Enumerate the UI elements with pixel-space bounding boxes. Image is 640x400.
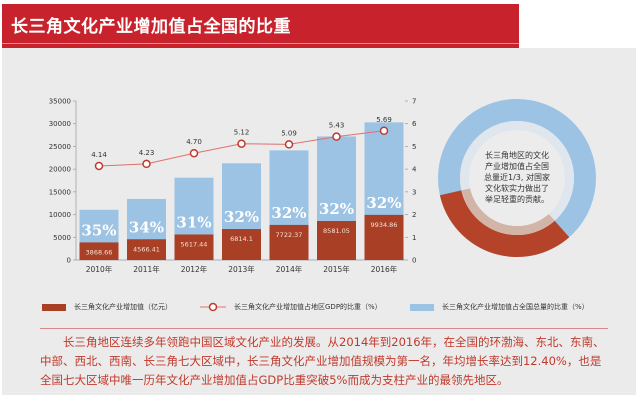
description-paragraph: 长三角地区连续多年领跑中国区域文化产业的发展。从2014年到2016年，在全国的… — [40, 335, 605, 387]
donut-center — [469, 130, 565, 226]
legend-item-gdp: 长三角文化产业增加值占地区GDP的比重（%） — [200, 302, 382, 312]
value-label: 9934.86 — [371, 221, 398, 229]
legend-swatch-red — [42, 303, 66, 311]
left-tick-label: 30000 — [49, 120, 71, 128]
gdp-share-point — [332, 132, 341, 141]
right-tick-label: 1 — [412, 234, 416, 242]
legend-label: 长三角文化产业增加值占地区GDP的比重（%） — [234, 303, 382, 311]
value-label: 5617.44 — [181, 240, 208, 248]
gdp-share-label: 5.43 — [329, 122, 345, 130]
gdp-share-point — [237, 139, 246, 148]
value-bar — [317, 221, 356, 260]
right-tick-label: 0 — [412, 257, 416, 265]
legend-label: 长三角文化产业增加值占全国总量的比重（%） — [442, 303, 589, 311]
x-tick-label: 2013年 — [228, 264, 255, 274]
donut-region-segment — [439, 190, 570, 257]
gdp-share-point — [142, 159, 151, 169]
right-tick-label: 3 — [412, 188, 416, 196]
x-tick-label: 2015年 — [323, 264, 350, 274]
divider — [40, 328, 608, 329]
left-tick-label: 20000 — [49, 166, 71, 174]
x-tick-label: 2012年 — [181, 264, 208, 274]
value-bar — [79, 242, 119, 260]
right-tick-label: 4 — [412, 166, 417, 174]
right-tick-label: 5 — [412, 143, 416, 151]
right-tick-label: 6 — [412, 120, 417, 128]
gdp-share-label: 5.09 — [281, 129, 297, 137]
page-title: 长三角文化产业增加值占全国的比重 — [11, 17, 291, 37]
gdp-share-label: 4.70 — [186, 138, 202, 146]
gdp-share-point — [379, 126, 389, 136]
share-label: 34% — [129, 218, 164, 236]
x-tick-label: 2016年 — [371, 264, 398, 274]
gdp-share-label: 5.12 — [234, 129, 250, 137]
value-label: 3868.66 — [86, 248, 113, 256]
donut-text-line: 举足轻重的贡献。 — [485, 194, 549, 204]
legend-swatch-blue — [410, 303, 434, 311]
legend-item-national: 长三角文化产业增加值占全国总量的比重（%） — [410, 302, 589, 312]
donut-text-line: 总量近1/3, 对国家 — [484, 172, 550, 182]
gdp-share-point — [284, 140, 294, 149]
value-label: 8581.05 — [323, 227, 350, 235]
donut-text-line: 产业增加值占全国 — [485, 161, 549, 171]
donut-text-line: 文化软实力做出了 — [485, 183, 549, 193]
value-bar — [222, 229, 261, 260]
value-label: 7722.37 — [276, 231, 303, 239]
value-bar — [174, 234, 214, 260]
value-bar — [364, 214, 404, 260]
share-label: 32% — [271, 204, 306, 222]
right-tick-label: 2 — [412, 211, 416, 219]
share-label: 32% — [224, 208, 259, 226]
x-tick-label: 2011年 — [133, 264, 160, 274]
legend-line-marker-icon — [200, 302, 226, 312]
share-label: 32% — [366, 194, 401, 212]
title-bar: 长三角文化产业增加值占全国的比重 — [2, 4, 519, 48]
x-tick-label: 2014年 — [276, 264, 303, 274]
gdp-share-label: 4.23 — [139, 149, 155, 157]
left-tick-label: 25000 — [49, 143, 71, 151]
legend-item-value: 长三角文化产业增加值（亿元） — [42, 302, 172, 312]
share-label: 31% — [176, 213, 211, 231]
gdp-share-point — [94, 161, 104, 171]
left-tick-label: 0 — [67, 257, 71, 265]
left-tick-label: 10000 — [49, 211, 71, 219]
value-label: 6814.1 — [230, 235, 253, 243]
left-tick-label: 35000 — [49, 98, 71, 106]
value-bar — [269, 224, 309, 260]
share-label: 32% — [319, 200, 354, 218]
donut-text-line: 长三角地区的文化 — [485, 150, 549, 160]
left-tick-label: 15000 — [49, 188, 71, 196]
donut-inner-accent — [461, 188, 555, 236]
right-tick-label: 7 — [412, 98, 416, 106]
title-underline — [2, 43, 519, 44]
gdp-share-point — [189, 148, 199, 158]
x-tick-label: 2010年 — [86, 264, 113, 274]
left-tick-label: 5000 — [53, 234, 71, 242]
gdp-share-label: 4.14 — [91, 151, 107, 159]
gdp-share-label: 5.69 — [376, 116, 392, 124]
value-bar — [127, 239, 166, 260]
share-label: 35% — [81, 221, 116, 239]
legend-label: 长三角文化产业增加值（亿元） — [74, 303, 172, 311]
value-label: 4566.41 — [133, 245, 160, 253]
